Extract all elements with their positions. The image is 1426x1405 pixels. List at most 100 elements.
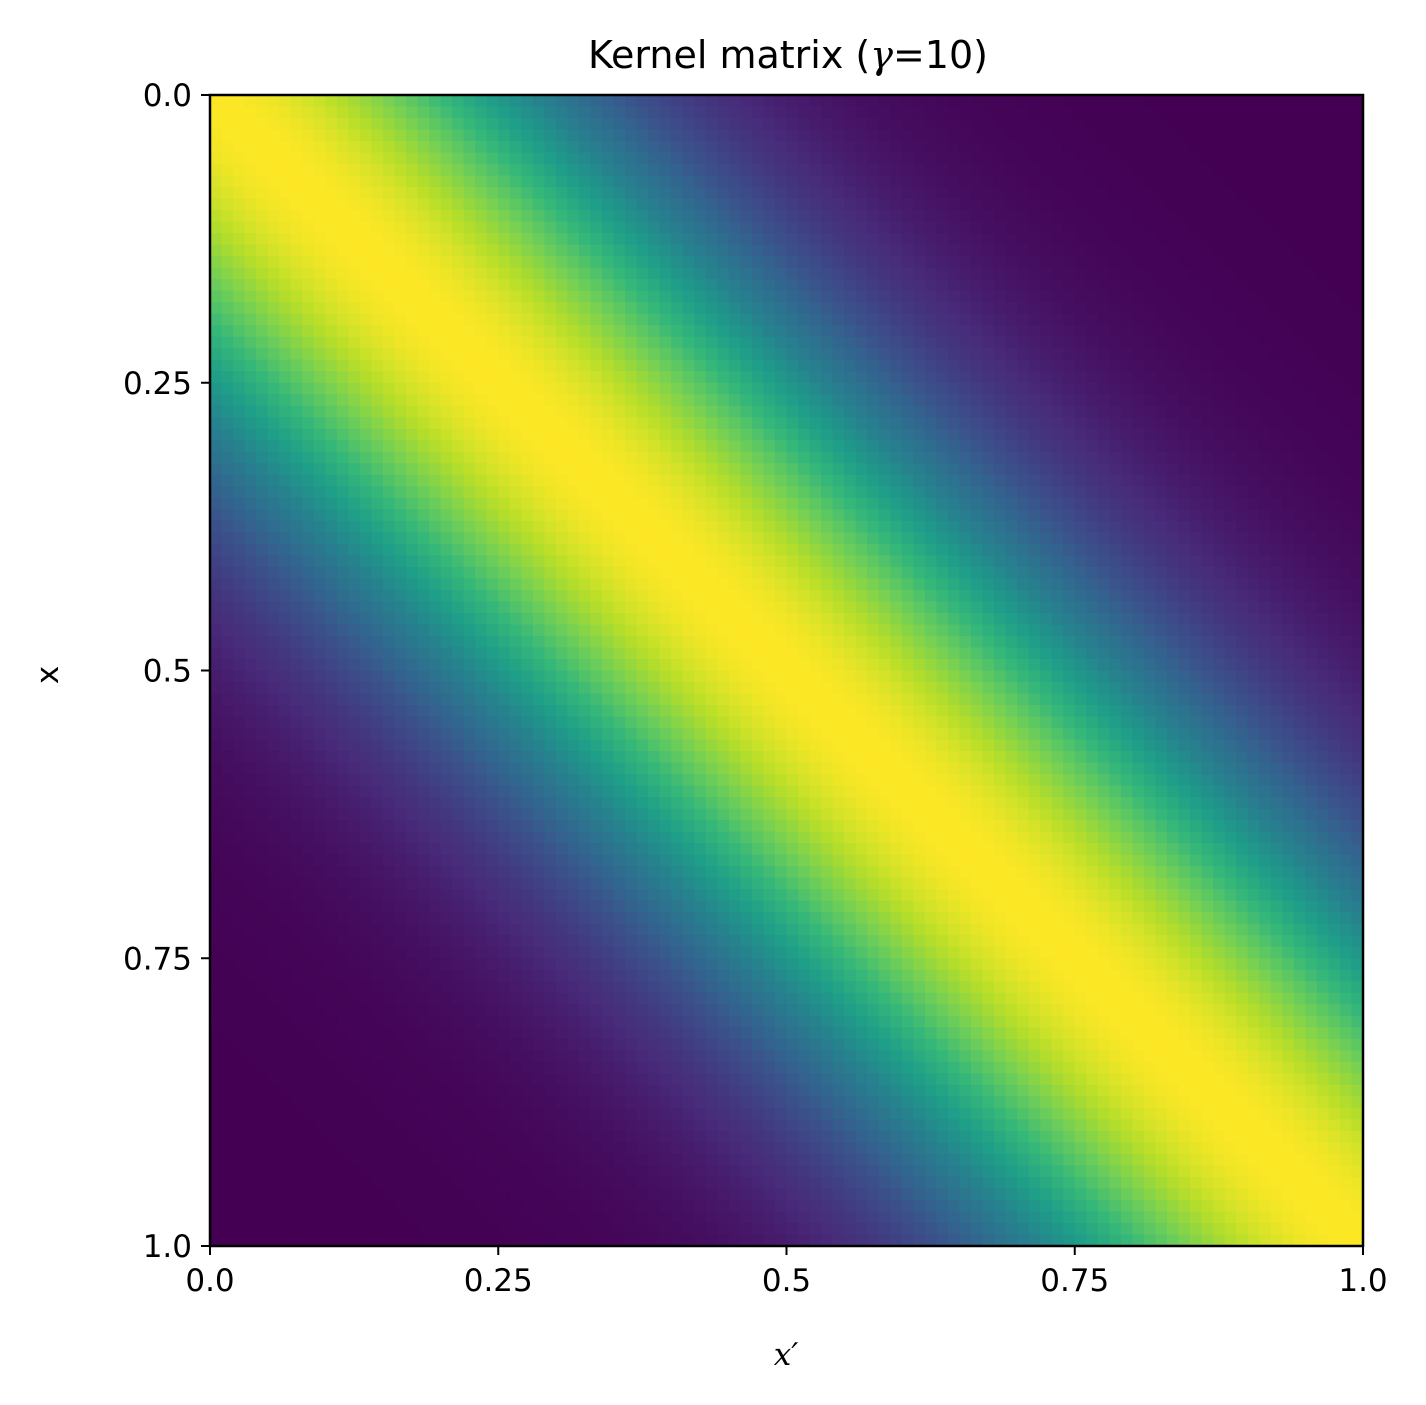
heatmap-cell xyxy=(244,474,257,487)
heatmap-cell xyxy=(452,118,465,131)
heatmap-cell xyxy=(648,325,661,338)
heatmap-cell xyxy=(555,440,569,453)
heatmap-cell xyxy=(1316,106,1330,119)
heatmap-cell xyxy=(705,106,718,119)
heatmap-cell xyxy=(613,543,626,556)
heatmap-cell xyxy=(1005,405,1018,418)
heatmap-cell xyxy=(279,371,292,384)
heatmap-cell xyxy=(1305,106,1318,119)
heatmap-cell xyxy=(555,175,569,188)
heatmap-cell xyxy=(371,451,384,464)
heatmap-cell xyxy=(740,359,753,372)
heatmap-cell xyxy=(832,635,845,649)
heatmap-cell xyxy=(1143,474,1157,487)
heatmap-cell xyxy=(924,290,937,303)
heatmap-cell xyxy=(970,417,984,430)
heatmap-cell xyxy=(809,543,822,556)
heatmap-cell xyxy=(244,601,257,614)
heatmap-cell xyxy=(290,612,303,626)
heatmap-cell xyxy=(302,325,315,338)
heatmap-cell xyxy=(878,210,891,223)
heatmap-cell xyxy=(1270,635,1283,649)
heatmap-cell xyxy=(521,440,534,453)
heatmap-cell xyxy=(844,152,857,165)
heatmap-cell xyxy=(279,233,292,246)
heatmap-cell xyxy=(602,290,615,303)
heatmap-cell xyxy=(625,543,638,556)
heatmap-cell xyxy=(1351,371,1364,384)
heatmap-cell xyxy=(682,348,695,361)
heatmap-cell xyxy=(867,95,880,108)
heatmap-cell xyxy=(1305,555,1318,568)
heatmap-cell xyxy=(832,325,845,338)
heatmap-cell xyxy=(1247,336,1260,349)
heatmap-cell xyxy=(452,405,465,418)
heatmap-cell xyxy=(1339,417,1353,430)
heatmap-cell xyxy=(463,543,476,556)
heatmap-cell xyxy=(613,509,626,522)
heatmap-cell xyxy=(682,118,695,131)
heatmap-cell xyxy=(1305,509,1318,522)
heatmap-cell xyxy=(1213,566,1226,580)
heatmap-cell xyxy=(290,509,303,522)
heatmap-cell xyxy=(417,141,430,154)
heatmap-cell xyxy=(325,509,338,522)
heatmap-cell xyxy=(1247,532,1260,545)
heatmap-cell xyxy=(1063,428,1076,441)
heatmap-cell xyxy=(336,555,349,568)
heatmap-cell xyxy=(1178,279,1191,292)
heatmap-cell xyxy=(256,440,269,453)
heatmap-cell xyxy=(682,279,695,292)
heatmap-cell xyxy=(1178,612,1191,626)
heatmap-cell xyxy=(1028,267,1041,280)
heatmap-cell xyxy=(751,106,765,119)
heatmap-cell xyxy=(613,371,626,384)
heatmap-cell xyxy=(429,555,442,568)
heatmap-cell xyxy=(417,566,430,580)
heatmap-cell xyxy=(867,463,880,476)
heatmap-cell xyxy=(924,474,937,487)
heatmap-cell xyxy=(786,302,799,315)
heatmap-cell xyxy=(1166,279,1180,292)
heatmap-cell xyxy=(1213,474,1226,487)
heatmap-cell xyxy=(452,543,465,556)
heatmap-cell xyxy=(1017,509,1030,522)
heatmap-cell xyxy=(717,279,730,292)
heatmap-cell xyxy=(625,106,638,119)
heatmap-cell xyxy=(1063,175,1076,188)
heatmap-cell xyxy=(1316,164,1330,177)
heatmap-cell xyxy=(1132,463,1145,476)
heatmap-cell xyxy=(475,405,488,418)
heatmap-cell xyxy=(1086,256,1099,269)
heatmap-cell xyxy=(313,601,326,614)
heatmap-cell xyxy=(636,463,649,476)
heatmap-cell xyxy=(1305,532,1318,545)
heatmap-cell xyxy=(1074,221,1087,234)
heatmap-cell xyxy=(498,497,511,510)
heatmap-cell xyxy=(855,509,868,522)
heatmap-cell xyxy=(728,325,741,338)
heatmap-cell xyxy=(901,601,914,614)
heatmap-cell xyxy=(1040,210,1053,223)
heatmap-cell xyxy=(1120,405,1133,418)
heatmap-cell xyxy=(1120,566,1133,580)
heatmap-cell xyxy=(832,187,845,200)
heatmap-cell xyxy=(855,440,868,453)
heatmap-cell xyxy=(406,543,419,556)
heatmap-cell xyxy=(936,474,949,487)
heatmap-cell xyxy=(1270,152,1283,165)
heatmap-cell xyxy=(924,635,937,649)
heatmap-cell xyxy=(1005,221,1018,234)
heatmap-cell xyxy=(1143,359,1157,372)
heatmap-cell xyxy=(313,95,326,108)
heatmap-cell xyxy=(1155,336,1168,349)
heatmap-cell xyxy=(394,497,407,510)
heatmap-cell xyxy=(947,233,961,246)
heatmap-cell xyxy=(705,325,718,338)
heatmap-cell xyxy=(1270,129,1283,142)
heatmap-cell xyxy=(878,152,891,165)
heatmap-cell xyxy=(705,244,718,257)
heatmap-cell xyxy=(1305,175,1318,188)
heatmap-cell xyxy=(878,325,891,338)
heatmap-cell xyxy=(1166,325,1180,338)
